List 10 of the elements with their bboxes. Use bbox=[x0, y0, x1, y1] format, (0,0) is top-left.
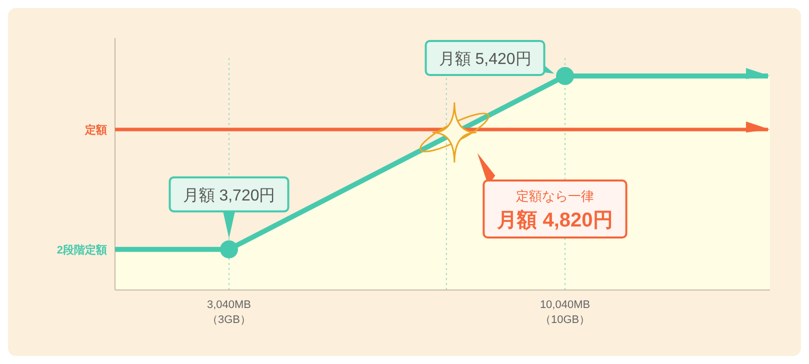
annotation: 定額なら一律 bbox=[516, 188, 594, 204]
text: （10GB） bbox=[540, 314, 590, 326]
series-label: 定額 bbox=[84, 124, 107, 136]
x-tick-label: 3,040MB bbox=[206, 299, 252, 311]
x-tick-label: 10,040MB bbox=[540, 299, 590, 311]
annotation: 月額 5,420円 bbox=[438, 50, 532, 68]
series-label: 2段階定額 bbox=[56, 243, 107, 256]
annotation: 月額 3,720円 bbox=[182, 186, 276, 204]
text: （3GB） bbox=[207, 314, 252, 326]
annotation: 月額 4,820円 bbox=[496, 208, 613, 232]
